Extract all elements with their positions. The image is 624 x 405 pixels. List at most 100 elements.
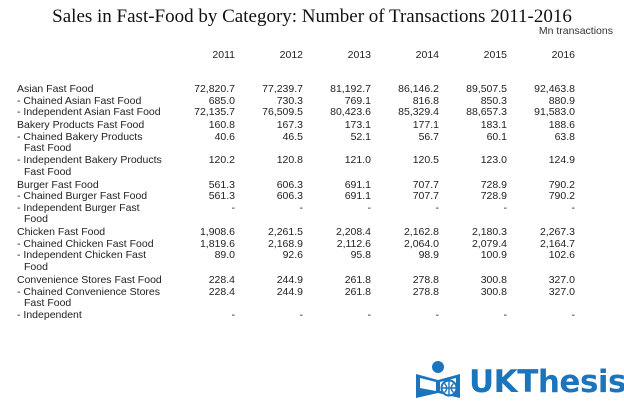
value-cell: 1,908.6 <box>199 226 235 239</box>
row-label-text: - Independent Chicken Fast Food <box>17 249 146 274</box>
value-cell: - <box>299 308 304 321</box>
value-cell: 816.8 <box>412 94 439 107</box>
value-cell: 327.0 <box>548 285 575 298</box>
row-label-text: - Chained Asian Fast Food <box>17 94 142 107</box>
value-cell: 300.8 <box>480 285 507 298</box>
watermark-text: UKThesis <box>469 364 624 400</box>
value-cell: 102.6 <box>548 249 575 262</box>
value-cell: 790.2 <box>548 178 575 191</box>
sub-category-label: - Independent Burger Fast Food <box>17 201 167 226</box>
sub-category-label: - Independent Bakery Products Fast Food <box>17 153 167 178</box>
row-label-text: Convenience Stores Fast Food <box>17 274 162 287</box>
value-cell: 278.8 <box>412 274 439 287</box>
value-cell: 177.1 <box>412 119 439 132</box>
value-cell: 707.7 <box>412 178 439 191</box>
value-cell: 2,261.5 <box>267 226 303 239</box>
table-row: Burger Fast Food 561.3 606.3 691.1 707.7 728.… <box>17 178 575 191</box>
row-label-text: - Chained Burger Fast Food <box>17 190 148 203</box>
table-row: - Chained Chicken Fast Food 1,819.6 2,168.… <box>17 237 575 251</box>
value-cell: - <box>503 201 508 214</box>
value-cell: 92,463.8 <box>534 83 575 95</box>
table-row: - Chained Asian Fast Food 685.0 730.3 769.1… <box>17 94 575 108</box>
column-header: 2011 <box>212 49 235 61</box>
sub-category-label: - Independent Chicken Fast Food <box>17 250 167 273</box>
transactions-table: 2011 2012 2013 2014 2015 2016 Asian Fast… <box>17 49 576 322</box>
sub-category-label: - Chained Bakery Products Fast Food <box>17 130 167 155</box>
value-cell: 120.5 <box>412 153 439 166</box>
row-label-text: - Chained Convenience Stores Fast Food <box>17 285 161 310</box>
table-row: - Independent Asian Fast Food 72,135.7 76,… <box>17 107 575 119</box>
value-cell: - <box>435 308 440 321</box>
row-label-text: - Chained Bakery Products Fast Food <box>17 130 143 155</box>
value-cell: 2,162.8 <box>403 226 439 239</box>
value-cell: 56.7 <box>418 130 439 143</box>
row-label-text: - Independent Bakery Products Fast Food <box>17 153 162 178</box>
value-cell: 730.3 <box>276 94 303 107</box>
value-cell: 261.8 <box>344 274 371 287</box>
value-cell: - <box>231 201 236 214</box>
ukthesis-watermark: UKThesis <box>411 360 624 404</box>
table-row: - Independent Chicken Fast Food 89.0 92.6 9… <box>17 250 575 273</box>
category-label: Bakery Products Fast Food <box>17 119 167 132</box>
value-cell: 606.3 <box>276 190 303 203</box>
value-cell: 77,239.7 <box>262 83 303 95</box>
table-row: Convenience Stores Fast Food 228.4 244.9 26… <box>17 274 575 287</box>
value-cell: - <box>571 201 576 214</box>
value-cell: 72,820.7 <box>194 83 235 95</box>
table-row: - Independent Bakery Products Fast Food 1… <box>17 153 575 178</box>
sub-category-label: - Chained Burger Fast Food <box>17 191 167 203</box>
value-cell: 124.9 <box>548 153 575 166</box>
value-cell: 46.5 <box>282 130 303 143</box>
value-cell: 790.2 <box>548 190 575 203</box>
value-cell: 52.1 <box>350 130 371 143</box>
value-cell: - <box>571 308 576 321</box>
value-cell: 123.0 <box>480 153 507 166</box>
sub-category-label: - Chained Asian Fast Food <box>17 94 167 108</box>
value-cell: 60.1 <box>486 130 507 143</box>
value-cell: 880.9 <box>548 94 575 107</box>
value-cell: 244.9 <box>276 274 303 287</box>
value-cell: 173.1 <box>344 119 371 132</box>
value-cell: 850.3 <box>480 94 507 107</box>
value-cell: - <box>435 201 440 214</box>
sub-category-label: - Independent <box>17 308 167 322</box>
value-cell: 72,135.7 <box>194 106 235 119</box>
category-label: Chicken Fast Food <box>17 226 167 239</box>
row-label-text: Chicken Fast Food <box>17 226 106 239</box>
value-cell: 121.0 <box>344 153 371 166</box>
value-cell: 88,657.3 <box>466 106 507 119</box>
value-cell: 327.0 <box>548 274 575 287</box>
row-label-text: - Independent <box>17 308 82 321</box>
category-label: Burger Fast Food <box>17 178 167 191</box>
row-label-text: - Independent Burger Fast Food <box>17 201 140 226</box>
value-cell: - <box>367 201 372 214</box>
value-cell: 244.9 <box>276 285 303 298</box>
table-row: - Chained Bakery Products Fast Food 40.6 4… <box>17 130 575 155</box>
page-title: Sales in Fast-Food by Category: Number o… <box>52 6 572 27</box>
value-cell: 2,180.3 <box>471 226 507 239</box>
table-row: - Independent Burger Fast Food - - - - - - <box>17 201 576 226</box>
value-cell: 691.1 <box>344 178 371 191</box>
value-cell: 120.8 <box>276 153 303 166</box>
value-cell: 561.3 <box>208 178 235 191</box>
value-cell: 606.3 <box>276 178 303 191</box>
value-cell: 2,164.7 <box>539 237 575 250</box>
value-cell: 2,208.4 <box>335 226 371 239</box>
value-cell: 81,192.7 <box>330 83 371 95</box>
value-cell: 160.8 <box>208 119 235 132</box>
value-cell: 2,079.4 <box>471 237 507 250</box>
value-cell: 120.2 <box>208 153 235 166</box>
value-cell: 167.3 <box>276 119 303 132</box>
value-cell: 63.8 <box>554 130 575 143</box>
value-cell: 707.7 <box>412 190 439 203</box>
value-cell: 86,146.2 <box>398 83 439 95</box>
value-cell: 228.4 <box>208 274 235 287</box>
value-cell: - <box>231 308 236 321</box>
unit-label: Mn transactions <box>538 25 613 37</box>
row-label-text: - Chained Chicken Fast Food <box>17 237 154 250</box>
value-cell: 278.8 <box>412 285 439 298</box>
sub-category-label: - Independent Asian Fast Food <box>17 107 167 119</box>
category-label: Asian Fast Food <box>17 83 167 96</box>
value-cell: 92.6 <box>282 249 303 262</box>
value-cell: 691.1 <box>344 190 371 203</box>
